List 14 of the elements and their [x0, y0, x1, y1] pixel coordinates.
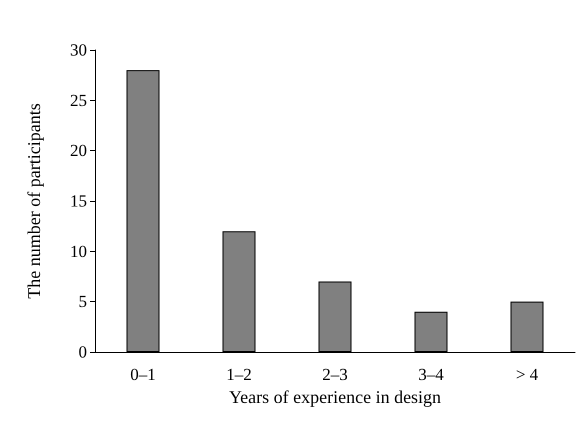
x-tick-label: 0–1	[130, 365, 156, 384]
y-tick-label: 5	[78, 292, 87, 312]
x-tick-label: 2–3	[322, 365, 348, 384]
x-tick-label: > 4	[516, 365, 539, 384]
y-tick-label: 15	[70, 192, 87, 210]
x-tick-label: 1–2	[226, 365, 252, 384]
y-tick-label: 0	[78, 342, 87, 362]
x-axis-title: Years of experience in design	[228, 387, 442, 407]
x-tick-label: 3–4	[418, 365, 444, 384]
y-axis-title: The number of participants	[24, 103, 44, 299]
y-tick-label: 10	[70, 242, 87, 261]
y-tick-label: 20	[70, 141, 87, 160]
y-tick-label: 25	[70, 90, 87, 110]
y-tick-label: 30	[70, 40, 87, 60]
